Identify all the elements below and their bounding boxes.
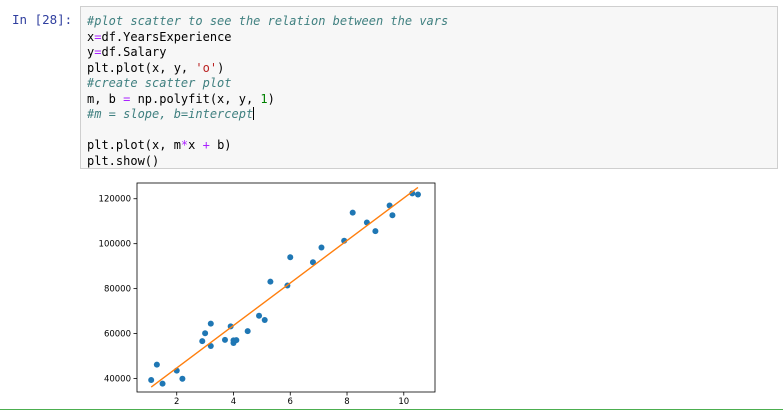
data-point [267,278,274,285]
data-point [261,317,268,324]
data-point [153,361,160,368]
code-line[interactable]: x=df.YearsExperience [87,30,448,46]
code-token: np.polyfit(x, y, [130,91,261,106]
data-point [227,323,234,330]
code-line[interactable]: plt.plot(x, m*x + b) [87,138,448,154]
data-point [159,380,166,387]
code-line[interactable]: plt.show() [87,154,448,170]
y-tick-label: 60000 [104,330,131,340]
data-point [202,330,209,337]
code-token: = [94,45,102,59]
data-point [244,328,251,335]
code-token: y [87,45,95,59]
code-token: m, b [87,91,124,106]
data-point [207,320,214,327]
code-token: = [94,29,102,44]
code-token: #m = slope, b=intercept [87,107,254,121]
code-token: #plot scatter to see the relation betwee… [87,14,449,28]
code-line[interactable]: #m = slope, b=intercept [87,107,448,123]
x-tick-label: 6 [288,397,293,406]
data-point [414,191,421,198]
scatter-plot: 40000 60000 80000 100000 120000 2 4 6 8 10 [99,182,436,407]
x-tick-label: 10 [398,397,409,406]
cell-output: 40000 60000 80000 100000 120000 2 4 6 8 10 [80,172,778,407]
data-point [349,209,356,216]
code-token: x [87,29,95,44]
data-point [409,190,416,197]
input-prompt: In [28]: [12,12,73,27]
data-point [389,212,396,219]
code-editor[interactable]: #plot scatter to see the relation betwee… [80,6,778,169]
data-point [372,228,379,235]
data-point [309,259,316,266]
cell-divider [0,409,783,410]
code-line[interactable]: #create scatter plot [87,76,448,92]
data-point [318,244,325,251]
code-token: plt.show() [87,153,160,168]
y-tick-label: 120000 [99,195,131,205]
code-token: plt.plot(x, y, [87,60,196,75]
code-line[interactable] [87,123,448,139]
data-point [233,337,240,344]
code-line[interactable]: y=df.Salary [87,45,448,61]
y-tick-label: 40000 [104,375,131,385]
code-token: * [180,138,189,152]
data-point [199,338,206,345]
code-token: 'o' [195,60,218,75]
data-point [287,254,294,261]
code-token: df.Salary [101,45,167,59]
data-point [207,343,214,350]
code-token: + [202,138,210,152]
fit-line [150,186,419,388]
code-token: 1 [260,91,268,106]
code-line[interactable]: m, b = np.polyfit(x, y, 1) [87,92,448,108]
code-token: = [123,91,131,106]
data-point [148,376,155,383]
code-token: #create scatter plot [87,76,232,90]
code-line[interactable]: plt.plot(x, y, 'o') [87,61,448,77]
y-tick-label: 80000 [104,285,131,295]
x-tick-label: 4 [231,397,236,406]
code-token: plt.plot(x, m [87,138,181,152]
data-point [221,336,228,343]
code-token: ) [217,60,225,75]
code-token: b) [209,138,232,152]
code-token: df.YearsExperience [101,29,232,44]
code-line[interactable]: #plot scatter to see the relation betwee… [87,14,448,30]
code-token: x [188,138,203,152]
data-point [179,375,186,382]
code-text[interactable]: #plot scatter to see the relation betwee… [87,14,448,169]
text-cursor [253,107,255,120]
data-point [256,312,263,319]
y-tick-label: 100000 [99,240,131,250]
x-tick-label: 2 [174,397,179,406]
code-token: ) [267,91,275,106]
x-tick-label: 8 [344,397,349,406]
